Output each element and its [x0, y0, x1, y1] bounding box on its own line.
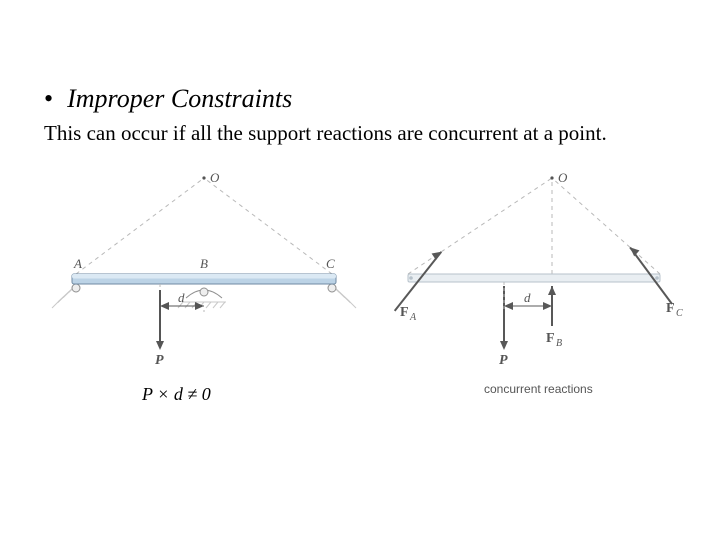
svg-text:A: A [73, 256, 82, 271]
caption: concurrent reactions [484, 382, 593, 396]
equation: P × d ≠ 0 [142, 384, 211, 405]
svg-text:d: d [524, 290, 531, 305]
figure-row: OABCdPP × d ≠ 0OFAFCFBPdconcurrent react… [44, 166, 664, 410]
svg-text:B: B [556, 338, 562, 349]
svg-text:A: A [409, 312, 417, 323]
svg-text:B: B [200, 256, 208, 271]
body-text: This can occur if all the support reacti… [44, 118, 664, 148]
heading: Improper Constraints [67, 84, 292, 114]
heading-line: • Improper Constraints [44, 84, 664, 114]
svg-text:F: F [400, 305, 409, 320]
svg-text:C: C [326, 256, 335, 271]
svg-text:F: F [546, 331, 555, 346]
svg-text:d: d [178, 290, 185, 305]
figure-left: O A B Cd P P × d ≠ 0 [44, 166, 364, 410]
svg-text:F: F [666, 301, 675, 316]
svg-text:O: O [210, 170, 220, 185]
figure-right: OFAFCFBPdconcurrent reactions [364, 166, 684, 410]
svg-text:P: P [499, 353, 508, 368]
svg-text:C: C [676, 308, 683, 319]
svg-text:P: P [155, 353, 164, 368]
bullet-dot: • [44, 86, 53, 112]
svg-text:O: O [558, 170, 568, 185]
